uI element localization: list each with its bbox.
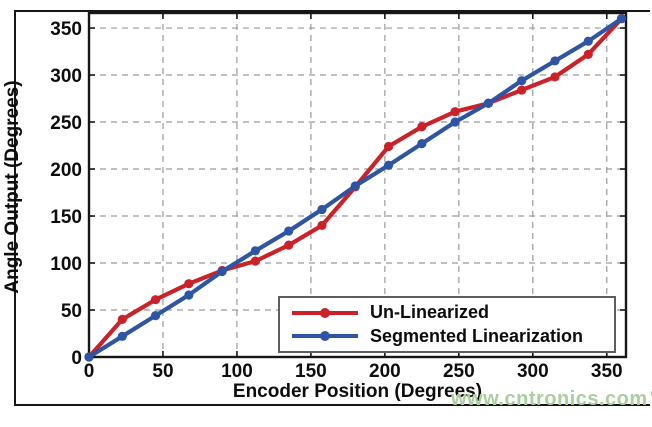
data-point-segmented-linearization <box>583 36 593 46</box>
data-point-un-linearized <box>383 141 394 152</box>
plot-frame <box>87 11 628 359</box>
x-tick-label: 150 <box>295 361 327 382</box>
data-point-un-linearized <box>284 240 294 250</box>
data-point-segmented-linearization <box>284 226 294 236</box>
watermark: www.cntronics.com↖ <box>451 387 652 411</box>
x-tick-label: 0 <box>84 361 95 382</box>
x-tick-label: 300 <box>517 361 549 382</box>
x-tick-label: 50 <box>152 361 173 382</box>
y-tick-label: 250 <box>50 113 82 134</box>
watermark-text: www.cntronics.com <box>451 388 648 410</box>
data-point-segmented-linearization <box>84 352 94 362</box>
data-point-un-linearized <box>450 107 460 117</box>
data-point-segmented-linearization <box>250 246 261 256</box>
x-tick-label: 350 <box>591 361 623 382</box>
data-point-segmented-linearization <box>517 76 527 86</box>
legend-marker-blue-line-icon <box>292 331 358 342</box>
data-point-un-linearized <box>184 279 194 289</box>
data-point-segmented-linearization <box>184 290 194 300</box>
y-tick-label: 100 <box>50 254 82 275</box>
data-point-segmented-linearization <box>217 266 227 277</box>
y-tick-label: 300 <box>50 66 82 87</box>
data-point-un-linearized <box>550 72 560 82</box>
data-point-segmented-linearization <box>450 117 460 127</box>
cursor-arrow-icon: ↖ <box>650 387 652 402</box>
y-tick-label: 200 <box>50 160 82 181</box>
data-point-segmented-linearization <box>383 160 394 170</box>
legend-item-un-linearized: Un-Linearized <box>280 302 614 323</box>
data-point-segmented-linearization <box>550 56 560 66</box>
data-point-un-linearized <box>517 85 527 95</box>
data-point-segmented-linearization <box>150 311 161 321</box>
legend-label-segmented-linearization: Segmented Linearization <box>370 325 584 346</box>
legend-label-un-linearized: Un-Linearized <box>370 302 490 323</box>
legend: Un-Linearized Segmented Linearization <box>278 296 616 353</box>
data-point-un-linearized <box>583 49 593 59</box>
x-tick-label: 200 <box>369 361 401 382</box>
y-tick-label: 50 <box>61 301 82 322</box>
legend-item-segmented-linearization: Segmented Linearization <box>280 326 614 347</box>
x-axis-title: Encoder Position (Degrees) <box>232 381 483 402</box>
x-tick-label: 100 <box>221 361 253 382</box>
x-tick-label: 250 <box>443 361 475 382</box>
y-axis-title: Angle Output (Degrees) <box>2 80 23 294</box>
data-point-un-linearized <box>250 256 261 266</box>
data-point-un-linearized <box>117 314 127 325</box>
data-point-un-linearized <box>150 295 161 305</box>
y-tick-label: 350 <box>50 19 82 40</box>
y-tick-label: 0 <box>71 348 82 369</box>
data-point-un-linearized <box>317 220 327 231</box>
y-tick-label: 150 <box>50 207 82 228</box>
data-point-segmented-linearization <box>616 14 627 24</box>
legend-marker-red-line-icon <box>292 307 358 318</box>
data-point-un-linearized <box>417 122 427 132</box>
data-point-segmented-linearization <box>117 331 127 341</box>
data-point-segmented-linearization <box>483 98 494 108</box>
data-point-segmented-linearization <box>417 139 427 149</box>
data-point-segmented-linearization <box>350 181 360 191</box>
data-point-segmented-linearization <box>317 204 327 215</box>
